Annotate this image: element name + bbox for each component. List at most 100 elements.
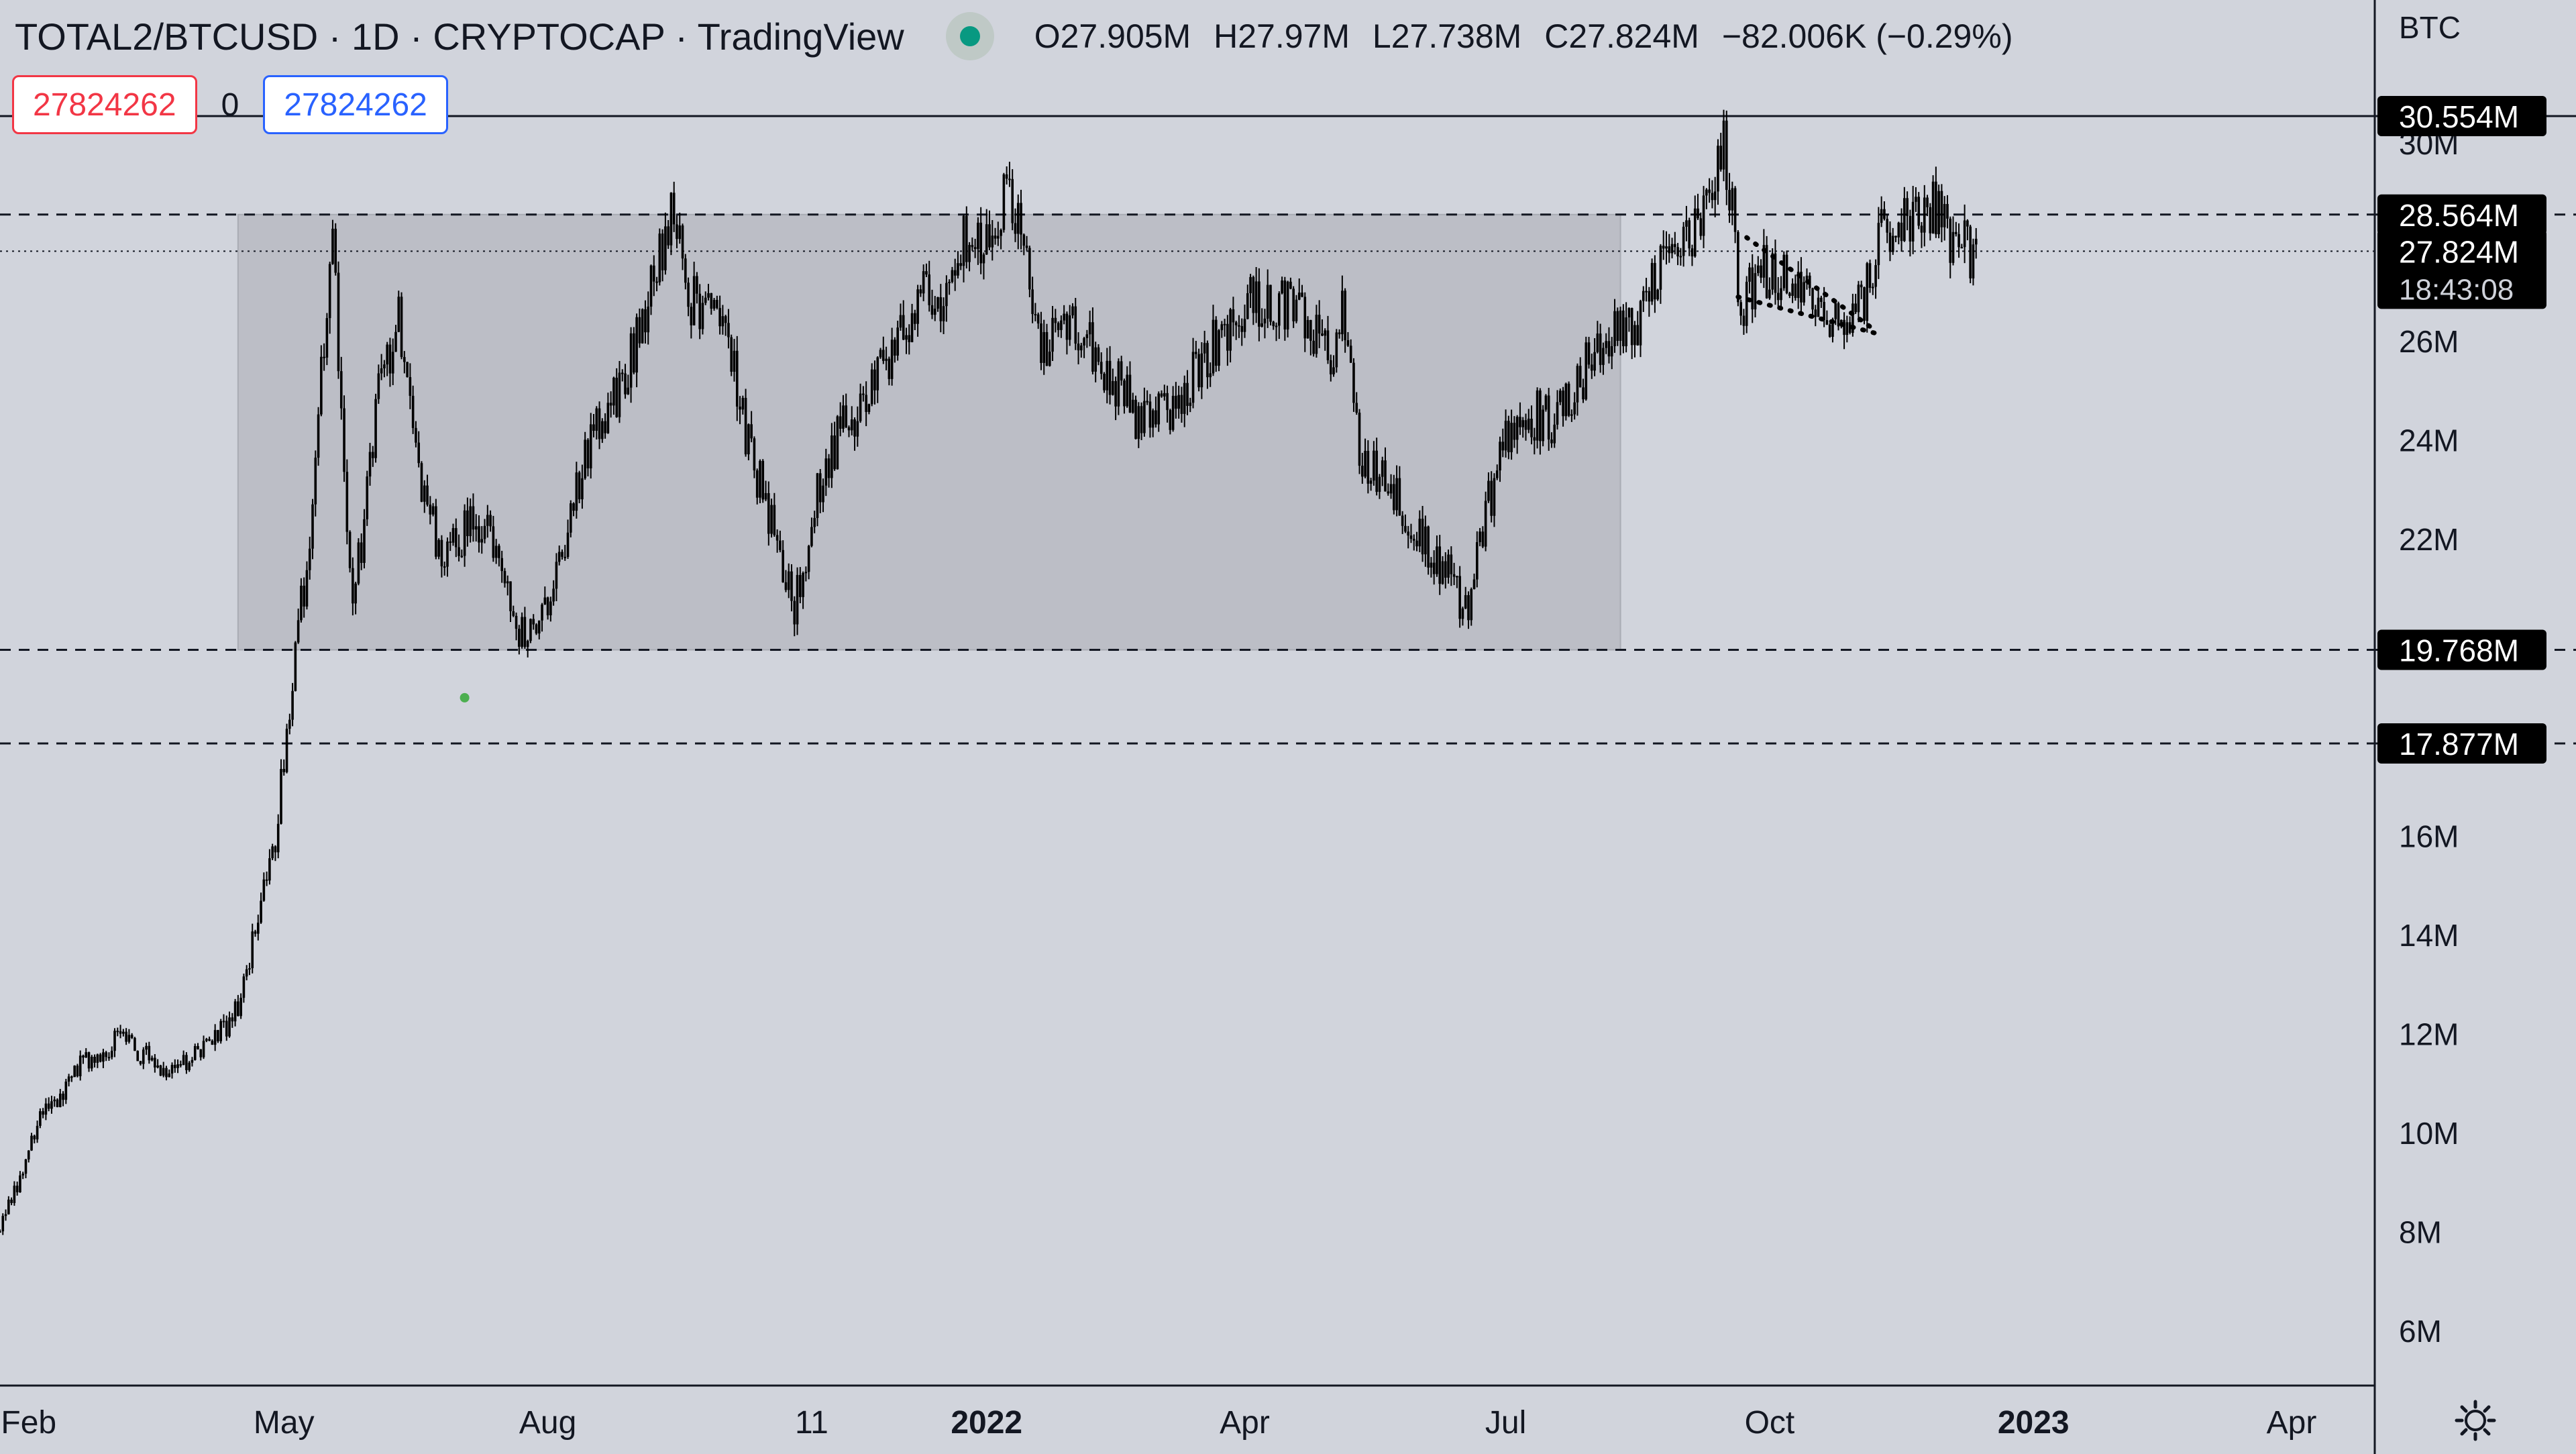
candle — [1591, 353, 1593, 379]
candle-body — [1200, 353, 1203, 388]
candle — [1206, 340, 1209, 389]
candle — [320, 345, 323, 417]
candle — [371, 446, 374, 467]
candle-body — [1175, 395, 1177, 409]
candle-body — [99, 1054, 102, 1062]
candle — [1915, 187, 1917, 212]
candle — [1360, 452, 1364, 484]
candle-body — [176, 1064, 179, 1068]
candle-body — [942, 306, 945, 321]
candle — [1972, 238, 1975, 286]
candle — [1510, 409, 1513, 460]
candle — [53, 1096, 56, 1107]
candle-body — [1665, 246, 1668, 249]
candle-body — [515, 615, 518, 629]
candle — [830, 423, 833, 488]
candle — [260, 892, 262, 924]
candle — [529, 618, 532, 643]
candle — [521, 612, 523, 649]
candle-body — [1693, 208, 1697, 257]
candle — [902, 300, 905, 340]
candle — [1656, 289, 1659, 301]
candle-body — [1036, 314, 1040, 324]
candle — [1957, 223, 1960, 258]
candle — [1556, 390, 1559, 430]
candle — [604, 413, 606, 439]
candle-body — [1381, 460, 1384, 477]
candle-body — [971, 245, 974, 248]
candle — [506, 575, 509, 596]
candle-body — [205, 1039, 208, 1041]
candle — [127, 1029, 131, 1044]
candle-body — [876, 357, 879, 391]
candle-body — [902, 315, 905, 340]
candle-body — [343, 408, 345, 472]
candle — [1349, 339, 1352, 363]
symbol-title[interactable]: TOTAL2/BTCUSD · 1D · CRYPTOCAP · Trading… — [15, 15, 904, 58]
candle-body — [374, 399, 377, 458]
candle-body — [1378, 476, 1381, 492]
candle — [624, 364, 627, 399]
x-tick-label: May — [254, 1405, 315, 1441]
candle-body — [888, 358, 891, 379]
candle — [773, 492, 776, 537]
candle-body — [1593, 352, 1596, 371]
candle-body — [968, 245, 971, 262]
candle-body — [1297, 293, 1301, 300]
candle-body — [486, 515, 489, 526]
candle — [323, 343, 325, 371]
candle — [1728, 172, 1731, 223]
candle-body — [145, 1045, 148, 1050]
candle — [1063, 305, 1065, 325]
axis-unit-label[interactable]: BTC — [2399, 10, 2461, 45]
market-status-icon[interactable] — [945, 12, 994, 60]
price-level-labels: 30.554M 28.564M 19.768M 17.877M — [2377, 96, 2546, 764]
gear-icon[interactable] — [2454, 1399, 2497, 1442]
candle — [1091, 307, 1094, 375]
candle-body — [557, 552, 561, 562]
candle — [1020, 189, 1022, 250]
sell-button[interactable]: 27824262 — [12, 75, 197, 134]
candle — [276, 814, 280, 859]
candle — [383, 360, 386, 378]
candle-body — [899, 315, 902, 328]
price-level-tag — [2377, 194, 2546, 235]
candle-body — [1226, 323, 1229, 351]
candle — [1866, 262, 1869, 333]
candle-body — [1120, 361, 1123, 381]
candle — [1358, 409, 1361, 474]
candle — [888, 356, 891, 386]
candle — [44, 1098, 48, 1121]
candle-body — [916, 289, 919, 324]
candle — [1103, 372, 1106, 393]
candle — [314, 450, 317, 517]
candle-body — [494, 546, 498, 558]
candle-body — [678, 225, 682, 240]
candle — [339, 356, 343, 420]
candle — [1926, 195, 1929, 217]
time-axis[interactable]: Feb May Aug 11 2022 Apr Jul Oct 2023 Apr — [1, 1405, 2316, 1441]
candle-body — [449, 541, 452, 543]
candle — [584, 431, 586, 480]
candle — [1894, 236, 1897, 242]
candle-body — [1318, 315, 1321, 334]
candle — [1467, 591, 1470, 629]
candle-body — [1911, 201, 1915, 242]
candle-body — [716, 299, 718, 308]
candle — [170, 1062, 174, 1079]
candle-body — [383, 364, 386, 368]
candle-body — [1713, 191, 1717, 201]
candle-body — [1771, 253, 1774, 290]
buy-button[interactable]: 27824262 — [263, 75, 448, 134]
candle — [446, 537, 449, 577]
candle — [122, 1029, 125, 1037]
candle-body — [658, 233, 661, 282]
candle-body — [589, 424, 592, 469]
candle — [1148, 394, 1152, 438]
candle-body — [334, 228, 337, 273]
candle — [1051, 306, 1054, 361]
candle-body — [288, 719, 291, 729]
candle-body — [873, 369, 876, 391]
